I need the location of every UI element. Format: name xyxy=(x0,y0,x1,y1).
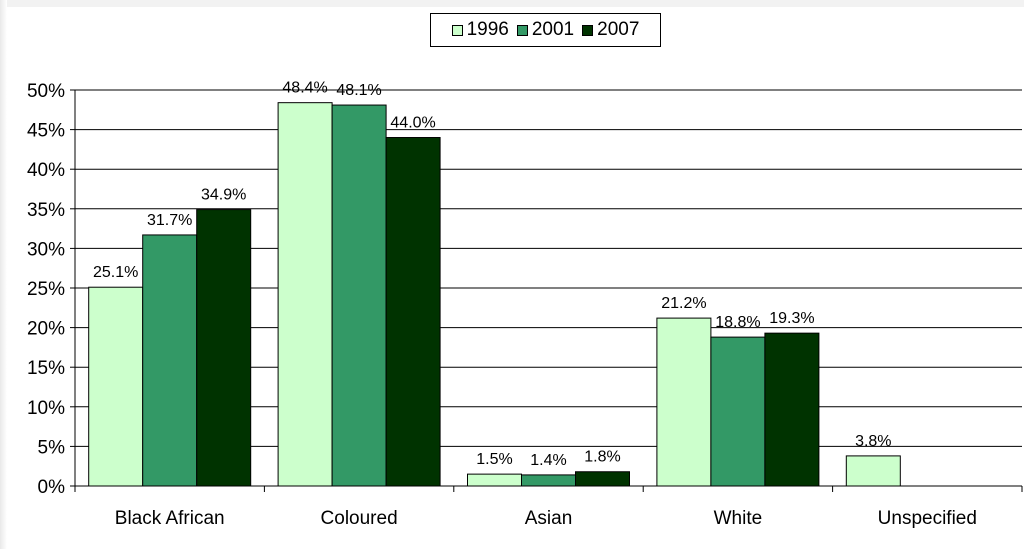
y-tick-label-5: 5% xyxy=(38,437,66,458)
bar-white-1996 xyxy=(656,317,712,487)
left-shadow xyxy=(0,0,7,549)
y-tick-label-10: 10% xyxy=(27,398,65,419)
legend-item-2001: 2001 xyxy=(516,19,575,41)
bar-asian-2007 xyxy=(575,471,630,487)
legend-label-2001: 2001 xyxy=(531,19,575,40)
y-tick-label-0: 0% xyxy=(38,477,66,498)
legend-item-1996: 1996 xyxy=(451,19,509,41)
data-label-unspecified-1996: 3.8% xyxy=(855,433,891,450)
data-label-coloured-2001: 48.1% xyxy=(336,82,381,99)
data-label-asian-2001: 1.4% xyxy=(530,452,566,469)
x-tick-label-unspecified: Unspecified xyxy=(878,508,977,529)
data-label-coloured-2007: 44.0% xyxy=(390,115,435,132)
data-label-black-african-2007: 34.9% xyxy=(201,187,246,204)
y-tick-label-25: 25% xyxy=(27,279,65,300)
x-tick-label-black-african: Black African xyxy=(115,508,225,529)
data-label-white-1996: 21.2% xyxy=(661,295,706,312)
legend-label-2007: 2007 xyxy=(597,19,640,40)
y-tick-label-30: 30% xyxy=(27,239,65,260)
legend-swatch-2007 xyxy=(582,24,594,36)
bar-black-african-2001 xyxy=(142,234,198,487)
y-tick-label-50: 50% xyxy=(27,81,65,102)
legend-label-1996: 1996 xyxy=(466,19,509,40)
data-label-asian-2007: 1.8% xyxy=(584,449,620,466)
data-label-white-2001: 18.8% xyxy=(715,314,760,331)
legend-item-2007: 2007 xyxy=(582,19,639,41)
bar-white-2001 xyxy=(710,336,766,487)
y-tick-label-35: 35% xyxy=(27,200,65,221)
y-tick-label-15: 15% xyxy=(27,358,65,379)
data-label-asian-1996: 1.5% xyxy=(476,451,512,468)
x-tick-label-coloured: Coloured xyxy=(321,508,398,529)
top-rule xyxy=(7,0,1024,7)
x-tick-label-asian: Asian xyxy=(525,508,573,529)
bar-black-african-2007 xyxy=(196,209,252,487)
bar-white-2007 xyxy=(764,332,820,487)
bar-asian-2001 xyxy=(521,474,576,487)
data-label-coloured-1996: 48.4% xyxy=(282,80,327,97)
bar-coloured-2007 xyxy=(385,137,441,487)
bar-coloured-1996 xyxy=(277,102,333,487)
y-tick-label-45: 45% xyxy=(27,121,65,142)
data-label-white-2007: 19.3% xyxy=(769,310,814,327)
legend-swatch-2001 xyxy=(516,24,528,36)
bar-black-african-1996 xyxy=(88,286,144,487)
legend-swatch-1996 xyxy=(451,24,463,36)
y-tick-label-20: 20% xyxy=(27,319,65,340)
chart-legend: 1996 2001 2007 xyxy=(430,13,661,47)
data-label-black-african-2001: 31.7% xyxy=(147,212,192,229)
x-tick-label-white: White xyxy=(714,508,763,529)
bar-unspecified-1996 xyxy=(845,455,901,487)
data-label-black-african-1996: 25.1% xyxy=(93,264,138,281)
bar-asian-1996 xyxy=(467,473,522,487)
bar-coloured-2001 xyxy=(331,104,387,487)
y-tick-label-40: 40% xyxy=(27,160,65,181)
